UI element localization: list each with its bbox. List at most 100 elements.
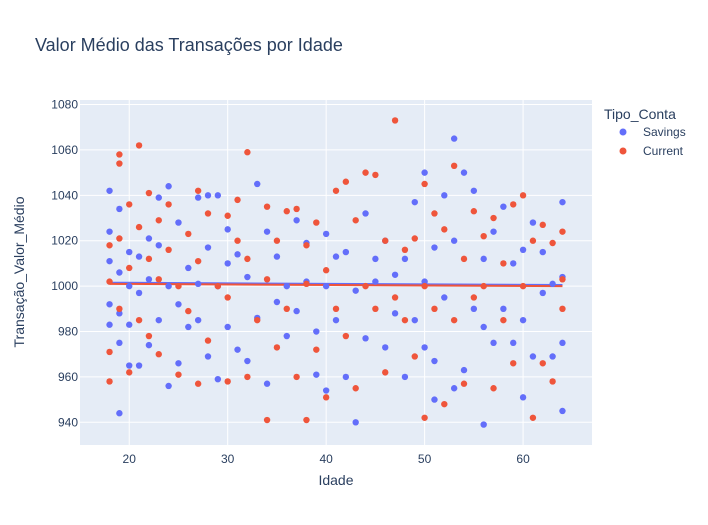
- savings-point: [559, 407, 566, 415]
- savings-point: [145, 235, 153, 242]
- savings-point: [470, 187, 478, 194]
- savings-point: [342, 248, 350, 256]
- savings-point: [431, 396, 438, 403]
- current-point: [500, 260, 507, 267]
- current-point: [470, 294, 478, 301]
- y-tick-label: 980: [58, 325, 78, 339]
- current-point: [450, 162, 458, 170]
- savings-point: [145, 276, 153, 283]
- current-point: [116, 160, 123, 167]
- current-point: [185, 230, 192, 238]
- current-point: [529, 237, 537, 244]
- savings-point: [116, 310, 123, 317]
- savings-point: [519, 246, 527, 254]
- savings-point: [165, 382, 172, 390]
- current-point: [500, 316, 507, 324]
- current-point: [293, 205, 300, 213]
- current-point: [382, 369, 389, 376]
- savings-point: [155, 316, 162, 324]
- savings-point: [549, 280, 556, 288]
- current-point: [224, 378, 231, 385]
- savings-point: [175, 360, 182, 367]
- current-point: [155, 351, 162, 358]
- savings-point: [450, 385, 458, 392]
- current-point: [401, 316, 409, 324]
- savings-point: [391, 310, 399, 317]
- current-point: [283, 208, 290, 215]
- current-point: [145, 255, 153, 263]
- savings-point: [332, 316, 340, 324]
- savings-point: [362, 210, 369, 217]
- current-point: [135, 142, 143, 149]
- savings-point: [372, 255, 379, 263]
- current-point: [116, 151, 123, 158]
- current-point: [116, 305, 123, 313]
- savings-point: [135, 253, 143, 260]
- savings-point: [116, 410, 123, 417]
- savings-point: [519, 316, 527, 324]
- current-point: [450, 316, 458, 324]
- current-point: [214, 282, 222, 290]
- savings-point: [500, 203, 507, 210]
- savings-point: [549, 353, 556, 360]
- gridlines: [80, 100, 592, 445]
- current-point: [431, 305, 438, 313]
- x-tick-label: 20: [123, 452, 137, 466]
- savings-point: [224, 323, 231, 331]
- current-point: [549, 239, 556, 247]
- current-point: [322, 267, 330, 274]
- chart-title: Valor Médio das Transações por Idade: [35, 35, 343, 55]
- y-tick-label: 1020: [51, 234, 78, 248]
- x-tick-label: 60: [516, 452, 530, 466]
- savings-point: [194, 316, 202, 324]
- savings-point: [490, 228, 497, 235]
- legend-marker-current: [619, 147, 627, 155]
- current-point: [303, 416, 310, 424]
- savings-point: [263, 228, 271, 235]
- savings-point: [185, 264, 192, 272]
- savings-point: [352, 287, 359, 294]
- current-point: [382, 237, 389, 244]
- savings-point: [234, 251, 241, 258]
- current-point: [332, 187, 340, 194]
- current-point: [322, 394, 330, 401]
- current-point: [175, 371, 182, 378]
- current-point: [263, 203, 271, 210]
- savings-point: [313, 328, 320, 335]
- savings-point: [480, 255, 487, 263]
- savings-point: [214, 192, 222, 199]
- legend-title: Tipo_Conta: [604, 106, 676, 122]
- savings-point: [116, 269, 123, 276]
- current-point: [342, 332, 350, 340]
- savings-point: [106, 301, 113, 308]
- current-point: [273, 344, 281, 351]
- current-point: [106, 378, 113, 385]
- legend-label-savings: Savings: [643, 125, 686, 139]
- y-axis-ticks: 940 960 980 1000 1020 1040 1060 1080: [51, 98, 78, 430]
- y-tick-label: 1000: [51, 279, 78, 293]
- current-point: [411, 353, 418, 360]
- data-points: [106, 117, 566, 428]
- savings-point: [460, 169, 468, 176]
- current-point: [106, 278, 113, 285]
- current-point: [303, 242, 310, 249]
- current-point: [460, 380, 468, 387]
- savings-point: [500, 305, 507, 313]
- savings-point: [510, 339, 517, 347]
- savings-point: [135, 362, 143, 369]
- current-point: [194, 187, 202, 194]
- savings-point: [204, 244, 212, 251]
- current-point: [490, 385, 497, 392]
- current-point: [234, 237, 241, 244]
- current-point: [135, 316, 143, 324]
- savings-point: [401, 255, 409, 263]
- current-point: [529, 414, 537, 421]
- current-point: [303, 280, 310, 288]
- current-point: [480, 282, 487, 290]
- savings-point: [254, 180, 261, 188]
- current-point: [224, 212, 231, 219]
- legend[interactable]: Tipo_Conta Savings Current: [604, 106, 686, 158]
- current-point: [391, 117, 399, 124]
- current-point: [165, 201, 172, 208]
- current-point: [421, 414, 428, 421]
